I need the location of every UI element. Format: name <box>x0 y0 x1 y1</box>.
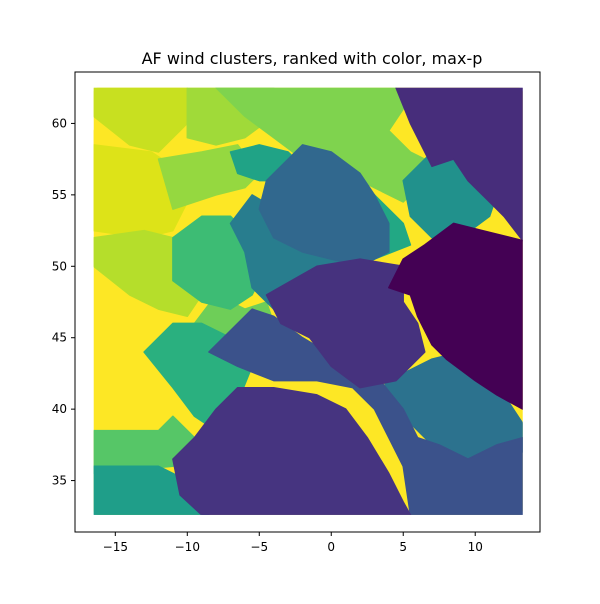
cluster-region <box>93 87 189 153</box>
y-tick-label: 35 <box>52 474 67 488</box>
y-tick-label: 60 <box>52 116 67 130</box>
y-tick-label: 55 <box>52 188 67 202</box>
x-axis: −15 −10 −5 0 5 10 <box>103 532 483 554</box>
axes-frame <box>74 71 541 533</box>
y-tick-label: 45 <box>52 331 67 345</box>
y-axis: 35 40 45 50 55 60 <box>52 116 75 488</box>
y-tick-label: 40 <box>52 402 67 416</box>
x-tick-label: −10 <box>175 540 200 554</box>
cluster-region <box>215 87 440 203</box>
y-tick-label: 50 <box>52 259 67 273</box>
x-tick-label: −5 <box>250 540 268 554</box>
x-tick-label: 10 <box>468 540 483 554</box>
cluster-region <box>395 87 523 242</box>
x-tick-label: −15 <box>103 540 128 554</box>
x-tick-label: 0 <box>327 540 335 554</box>
cluster-region <box>388 222 523 410</box>
cluster-regions <box>93 87 523 515</box>
x-tick-label: 5 <box>399 540 407 554</box>
chart-title: AF wind clusters, ranked with color, max… <box>142 49 483 68</box>
plot-area <box>93 87 523 515</box>
cluster-region <box>172 386 412 515</box>
